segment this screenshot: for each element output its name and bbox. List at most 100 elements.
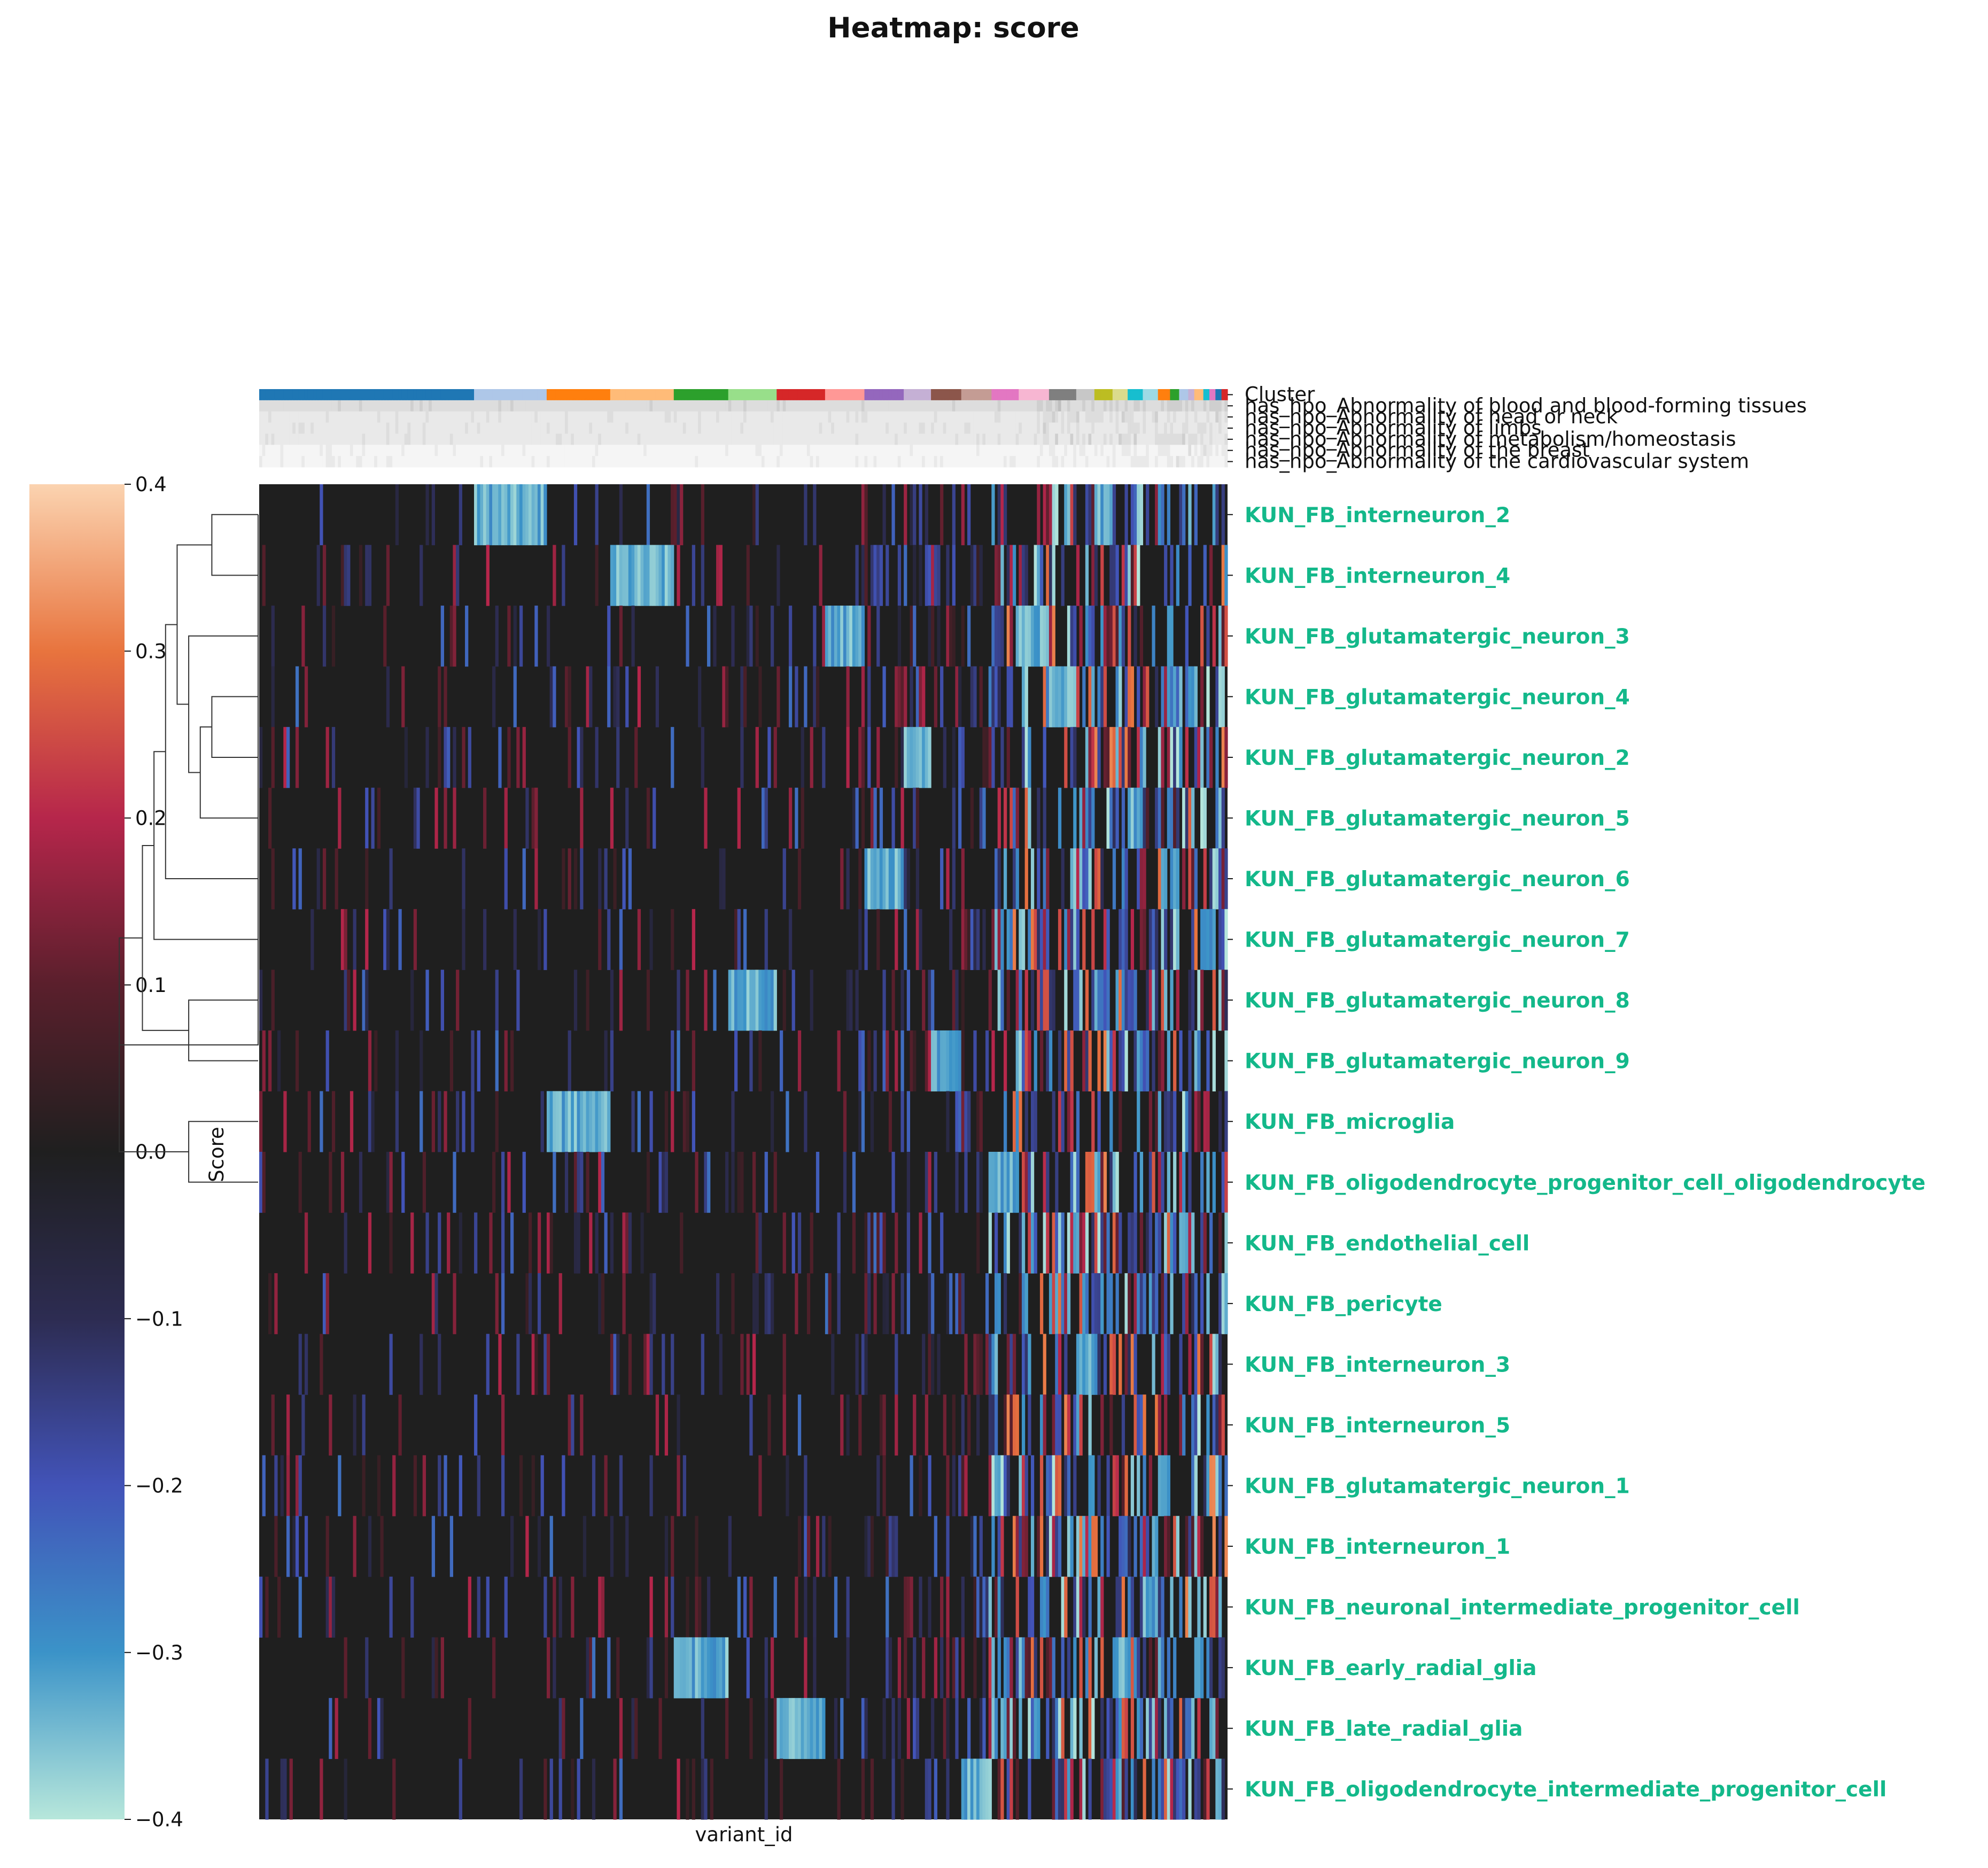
hpo-annotation-cell: [1100, 445, 1104, 456]
hpo-annotation-cell: [958, 433, 962, 445]
heatmap-cell: [900, 848, 904, 910]
hpo-annotation-cell: [1191, 422, 1195, 434]
heatmap-cell: [1224, 1516, 1228, 1577]
heatmap-cell: [1128, 1334, 1131, 1395]
heatmap-cell: [1206, 1152, 1210, 1213]
hpo-annotation-cell: [913, 400, 917, 412]
heatmap-cell: [786, 1698, 789, 1760]
cluster-annotation-cell: [483, 389, 487, 401]
heatmap-cell: [1143, 1758, 1146, 1820]
heatmap-cell: [904, 484, 907, 546]
hpo-annotation-cell: [1112, 445, 1116, 456]
hpo-annotation-cell: [734, 456, 738, 468]
hpo-annotation-cell: [262, 456, 266, 468]
heatmap-cell: [970, 1758, 974, 1820]
hpo-annotation-cell: [662, 400, 665, 412]
heatmap-cell: [1061, 1091, 1065, 1152]
hpo-annotation-cell: [313, 456, 317, 468]
heatmap-cell: [1091, 1152, 1095, 1213]
hpo-annotation-cell: [601, 433, 605, 445]
hpo-annotation-cell: [692, 456, 695, 468]
heatmap-cell: [686, 1637, 689, 1699]
hpo-annotation-cell: [580, 411, 584, 423]
heatmap-cell: [1085, 545, 1089, 606]
heatmap-cell: [577, 1091, 580, 1152]
hpo-annotation-cell: [740, 422, 744, 434]
heatmap-cell: [843, 1152, 847, 1213]
hpo-annotation-cell: [438, 445, 441, 456]
heatmap-cell: [1000, 484, 1004, 546]
heatmap-cell: [580, 787, 584, 849]
heatmap-cell: [1161, 848, 1164, 910]
hpo-annotation-cell: [686, 422, 689, 434]
heatmap-cell: [1164, 666, 1168, 727]
heatmap-cell: [1115, 1273, 1119, 1335]
heatmap-cell: [1179, 1212, 1183, 1274]
hpo-annotation-cell: [1076, 456, 1080, 468]
heatmap-cell: [1061, 1576, 1065, 1638]
heatmap-cell: [1121, 909, 1125, 970]
heatmap-cell: [546, 1637, 550, 1699]
hpo-annotation-cell: [873, 456, 877, 468]
hpo-annotation-cell: [988, 433, 992, 445]
hpo-annotation-cell: [568, 400, 571, 412]
hpo-annotation-cell: [259, 422, 263, 434]
heatmap-cell: [1006, 909, 1010, 970]
hpo-annotation-cell: [1076, 422, 1080, 434]
heatmap-cell: [625, 545, 629, 606]
hpo-annotation-cell: [779, 445, 783, 456]
heatmap-cell: [456, 970, 460, 1031]
hpo-annotation-cell: [1179, 400, 1183, 412]
hpo-annotation-cell: [867, 433, 871, 445]
heatmap-cell: [274, 1273, 278, 1335]
heatmap-cell: [804, 484, 807, 546]
cluster-annotation-cell: [840, 389, 844, 401]
hpo-annotation-cell: [495, 411, 499, 423]
heatmap-cell: [1146, 970, 1150, 1031]
hpo-annotation-cell: [374, 456, 378, 468]
heatmap-cell: [1034, 909, 1037, 970]
heatmap-cell: [1209, 909, 1213, 970]
heatmap-cell: [931, 606, 935, 667]
heatmap-cell: [440, 970, 445, 1031]
hpo-annotation-cell: [634, 422, 638, 434]
heatmap-cell: [1021, 1637, 1026, 1699]
hpo-annotation-cell: [1212, 456, 1216, 468]
cluster-annotation-cell: [613, 389, 617, 401]
heatmap-cell: [1006, 1334, 1010, 1395]
heatmap-cell: [1137, 1030, 1140, 1092]
heatmap-cell: [1167, 1698, 1171, 1760]
hpo-annotation-cell: [776, 400, 780, 412]
heatmap-cell: [867, 666, 871, 727]
hpo-annotation-cell: [716, 411, 720, 423]
heatmap-cell: [1046, 1516, 1050, 1577]
cluster-annotation-cell: [931, 389, 935, 401]
heatmap-cell: [420, 545, 423, 606]
hpo-annotation-cell: [1194, 456, 1198, 468]
heatmap-cell: [1130, 1334, 1135, 1395]
heatmap-cell: [329, 1394, 332, 1456]
heatmap-cell: [671, 909, 674, 970]
hpo-annotation-cell: [1009, 456, 1013, 468]
heatmap-cell: [1024, 1152, 1028, 1213]
hpo-annotation-cell: [931, 445, 935, 456]
hpo-annotation-cell: [1197, 445, 1201, 456]
hpo-annotation-cell: [716, 456, 720, 468]
hpo-annotation-cell: [1176, 422, 1179, 434]
heatmap-cell: [904, 727, 907, 788]
heatmap-cell: [1082, 1576, 1086, 1638]
hpo-annotation-cell: [1188, 411, 1192, 423]
hpo-annotation-cell: [1046, 400, 1050, 412]
hpo-annotation-cell: [537, 433, 541, 445]
hpo-annotation-cell: [562, 400, 565, 412]
cluster-annotation-cell: [292, 389, 296, 401]
heatmap-cell: [1155, 666, 1159, 727]
hpo-annotation-cell: [746, 400, 750, 412]
heatmap-cell: [1046, 666, 1050, 727]
hpo-annotation-cell: [1224, 433, 1228, 445]
hpo-annotation-cell: [1185, 411, 1189, 423]
hpo-annotation-cell: [831, 445, 835, 456]
hpo-annotation-cell: [1058, 445, 1062, 456]
heatmap-cell: [431, 1637, 436, 1699]
hpo-annotation-cell: [1100, 433, 1104, 445]
